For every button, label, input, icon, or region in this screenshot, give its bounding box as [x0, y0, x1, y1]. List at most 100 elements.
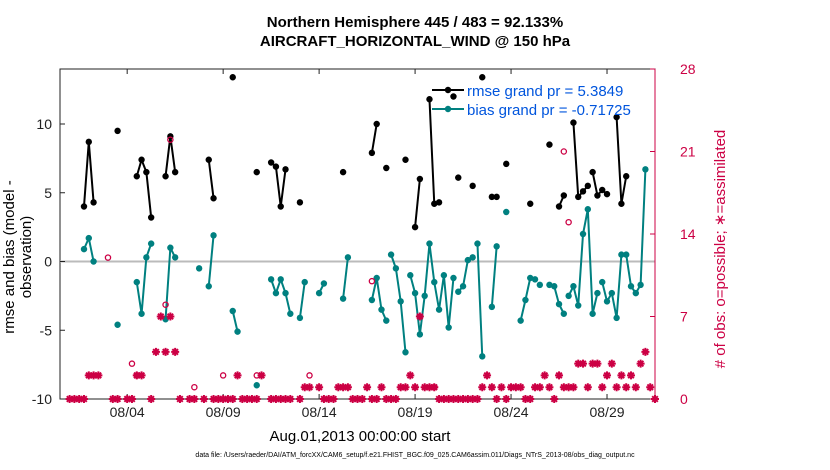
rmse-series-line — [135, 156, 153, 218]
obs-assimilated-marker — [238, 395, 247, 403]
bias-series-point — [210, 232, 217, 239]
bias-series-point — [416, 331, 424, 338]
y2-tick-label: 0 — [680, 391, 688, 407]
obs-assimilated-marker — [617, 371, 626, 380]
obs-possible-marker — [167, 136, 174, 143]
rmse-series-point — [90, 199, 97, 206]
bias-series-point — [474, 240, 481, 247]
obs-assimilated-marker — [411, 383, 420, 392]
obs-assimilated-marker — [579, 359, 588, 368]
obs-assimilated-marker — [497, 383, 506, 392]
obs-assimilated-marker — [233, 371, 242, 380]
obs-assimilated-marker — [127, 395, 136, 403]
bias-series-point — [560, 310, 568, 317]
rmse-series-point — [579, 188, 587, 195]
bias-series-point — [287, 310, 294, 317]
rmse-series-point — [469, 182, 476, 190]
rmse-series-point — [277, 203, 284, 210]
bias-series-point — [613, 314, 620, 322]
obs-assimilated-marker — [387, 395, 396, 403]
bias-series-point — [90, 258, 97, 265]
bias-series-point — [623, 251, 630, 258]
rmse-series-point — [555, 203, 563, 210]
bias-series-point — [234, 328, 241, 335]
bias-series-point — [205, 283, 212, 290]
obs-assimilated-marker — [363, 383, 372, 392]
bias-series-line — [207, 235, 215, 287]
obs-assimilated-marker — [420, 383, 429, 392]
rmse-series-point — [368, 149, 376, 157]
obs-assimilated-marker — [334, 383, 343, 392]
obs-assimilated-marker — [223, 395, 232, 403]
obs-assimilated-marker — [406, 371, 415, 380]
obs-assimilated-marker — [367, 395, 376, 403]
bias-series-point — [397, 298, 404, 305]
obs-assimilated-marker — [175, 395, 184, 403]
bias-series-point — [637, 281, 644, 289]
obs-assimilated-marker — [569, 383, 578, 392]
obs-assimilated-marker — [324, 395, 333, 403]
rmse-series-point — [411, 223, 419, 231]
obs-assimilated-marker — [252, 395, 261, 403]
bias-series-point — [536, 281, 544, 289]
legend-marker — [444, 105, 452, 113]
obs-assimilated-marker — [454, 395, 463, 403]
rmse-series-point — [488, 193, 496, 201]
rmse-series-point — [450, 93, 457, 100]
bias-series-point — [253, 382, 260, 389]
obs-assimilated-marker — [430, 383, 439, 392]
rmse-series-point — [503, 160, 510, 168]
obs-assimilated-marker — [372, 395, 381, 403]
bias-series-line — [370, 277, 388, 322]
obs-assimilated-marker — [473, 395, 482, 403]
obs-assimilated-marker — [199, 395, 208, 403]
bias-series-point — [402, 349, 409, 356]
obs-assimilated-marker — [94, 371, 103, 380]
rmse-series-point — [339, 168, 347, 176]
obs-possible-marker — [128, 360, 136, 367]
bias-series-point — [80, 245, 88, 253]
obs-assimilated-marker — [540, 371, 549, 380]
obs-assimilated-marker — [588, 359, 597, 368]
rmse-series-point — [138, 156, 145, 163]
obs-assimilated-marker — [516, 383, 525, 392]
obs-assimilated-marker — [295, 395, 304, 403]
obs-possible-marker — [560, 148, 568, 155]
bias-series-point — [411, 289, 419, 297]
obs-assimilated-marker — [535, 383, 544, 392]
y2-tick-label: 7 — [680, 309, 688, 325]
obs-assimilated-marker — [228, 395, 237, 403]
bias-series-point — [162, 316, 169, 323]
x-tick-label: 08/14 — [302, 404, 337, 420]
rmse-series-point — [383, 164, 390, 172]
bias-series-point — [517, 317, 524, 324]
obs-assimilated-marker — [631, 383, 640, 392]
bias-series-point — [267, 276, 275, 283]
obs-assimilated-marker — [603, 371, 612, 380]
rmse-series-point — [455, 174, 462, 181]
obs-assimilated-marker — [468, 395, 477, 403]
obs-assimilated-marker — [247, 395, 256, 403]
rmse-series-point — [272, 163, 280, 170]
bias-series-point — [339, 295, 347, 302]
bias-series-line — [298, 281, 306, 319]
bias-series-point — [479, 353, 486, 360]
bias-series-point — [608, 289, 616, 297]
bias-series-point — [488, 303, 496, 311]
obs-assimilated-marker — [161, 347, 170, 356]
obs-assimilated-marker — [286, 395, 295, 403]
obs-assimilated-marker — [319, 395, 328, 403]
bias-series-point — [503, 208, 510, 216]
rmse-series-point — [589, 168, 596, 176]
obs-assimilated-marker — [305, 383, 314, 392]
obs-assimilated-marker — [79, 395, 88, 403]
bias-series-point — [435, 306, 443, 313]
rmse-series-point — [162, 173, 169, 180]
obs-assimilated-marker — [382, 395, 391, 403]
y-tick-label: -10 — [32, 391, 52, 407]
rmse-series-point — [560, 192, 568, 199]
obs-assimilated-marker — [358, 395, 367, 403]
obs-assimilated-marker — [622, 383, 631, 392]
rmse-series-point — [133, 173, 140, 180]
